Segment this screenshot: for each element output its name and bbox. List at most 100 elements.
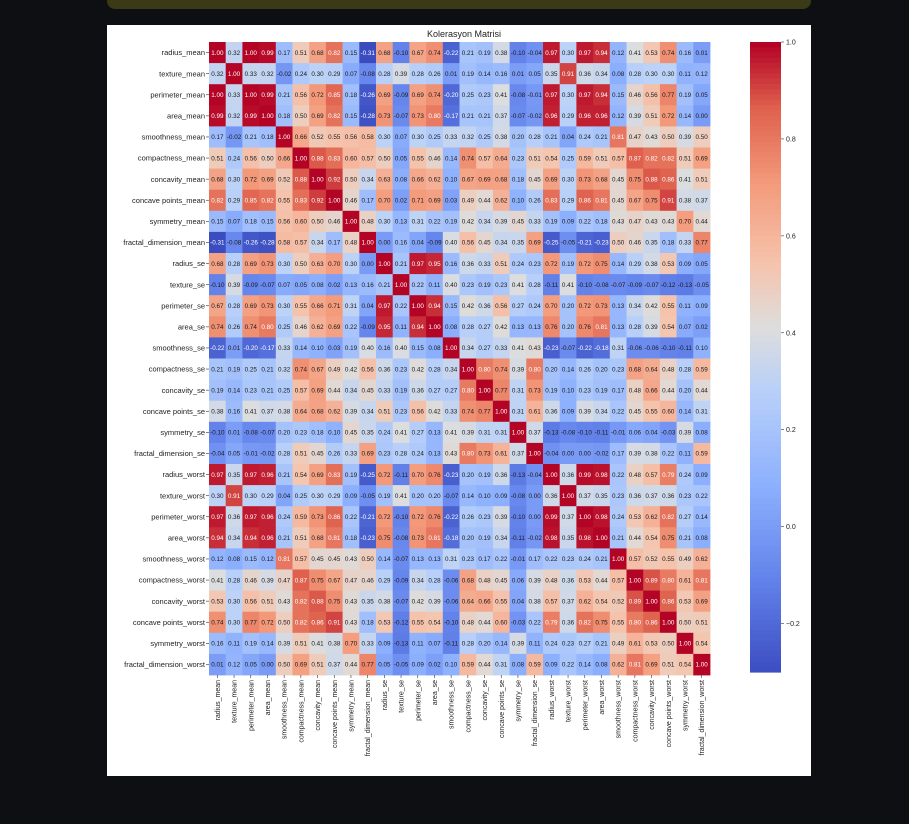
cell-value-label: 0.14	[228, 387, 241, 394]
heatmap-cell	[275, 231, 293, 254]
cell-value-label: -0.07	[644, 282, 659, 289]
heatmap-cell	[359, 400, 377, 423]
heatmap-cell	[342, 358, 360, 380]
x-tick-label: area_worst	[599, 680, 606, 715]
cell-value-label: 0.11	[412, 641, 424, 648]
y-tick-label: smoothness_se	[152, 344, 205, 353]
heatmap-cell	[376, 63, 394, 85]
cell-value-label: 0.50	[612, 240, 625, 247]
heatmap-cell	[509, 231, 527, 254]
heatmap-cell	[626, 84, 644, 106]
cell-value-label: 0.13	[345, 282, 358, 289]
heatmap-cell	[626, 316, 644, 338]
cell-value-label: 0.43	[529, 345, 542, 352]
cell-value-label: 0.23	[529, 261, 542, 268]
heatmap-cell	[409, 421, 427, 444]
cell-value-label: 0.59	[295, 514, 308, 521]
heatmap-cell	[526, 421, 544, 444]
colorbar-segment	[750, 561, 781, 568]
heatmap-cell	[609, 168, 627, 191]
heatmap-cell	[209, 548, 227, 570]
heatmap-cell	[259, 379, 277, 402]
cell-value-label: 0.35	[362, 430, 375, 437]
heatmap-cell	[259, 168, 277, 191]
cell-value-label: 0.41	[512, 282, 525, 289]
heatmap-cell	[626, 569, 644, 591]
heatmap-cell	[476, 274, 494, 296]
cell-value-label: 0.18	[595, 219, 608, 226]
heatmap-cell	[476, 569, 494, 591]
heatmap-cell	[376, 210, 394, 233]
cell-value-label: 0.20	[412, 493, 425, 500]
heatmap-cell	[292, 464, 310, 486]
y-tick-label: symmetry_se	[160, 428, 205, 437]
cell-value-label: 0.51	[595, 155, 608, 162]
heatmap-cell	[693, 210, 711, 233]
cell-value-label: 0.53	[211, 598, 224, 605]
heatmap-cell	[476, 42, 494, 64]
cell-value-label: 0.62	[612, 662, 625, 669]
cell-value-label: 0.80	[428, 113, 441, 120]
cell-value-label: 0.30	[278, 303, 291, 310]
heatmap-cell	[659, 421, 677, 444]
cell-value-label: 0.83	[545, 197, 558, 204]
cell-value-label: 0.63	[378, 176, 391, 183]
heatmap-cell	[259, 485, 277, 507]
heatmap-cell	[693, 506, 711, 528]
heatmap-cell	[409, 253, 427, 275]
cell-value-label: 0.05	[696, 261, 709, 268]
heatmap-cell	[376, 84, 394, 106]
cell-value-label: -0.06	[444, 577, 459, 584]
cell-value-label: 0.68	[311, 408, 324, 415]
cell-value-label: 0.77	[478, 408, 491, 415]
colorbar-segment	[750, 220, 781, 227]
heatmap-cell	[509, 126, 527, 148]
heatmap-cell	[342, 253, 360, 275]
heatmap-cell	[576, 210, 594, 233]
cell-value-label: 0.26	[228, 324, 241, 331]
colorbar-segment	[750, 446, 781, 453]
cell-value-label: 0.31	[612, 345, 625, 352]
heatmap-cell	[392, 42, 410, 64]
cell-value-label: 1.00	[562, 493, 575, 500]
heatmap-cell	[325, 63, 343, 85]
heatmap-cell	[476, 400, 494, 423]
cell-value-label: 0.24	[679, 472, 692, 479]
cell-value-label: 0.83	[295, 197, 308, 204]
heatmap-cell	[676, 653, 694, 676]
heatmap-cell	[292, 569, 310, 591]
heatmap-cell	[242, 506, 260, 528]
colorbar-segment	[750, 488, 781, 495]
heatmap-cell	[492, 569, 510, 591]
heatmap-cell	[209, 611, 227, 634]
heatmap-cell	[593, 274, 611, 296]
correlation-heatmap: Kolerasyon Matrisi 1.00 0.32 1.00 0.99 0.17 0…	[123, 29, 800, 756]
heatmap-cell	[376, 379, 394, 402]
cell-value-label: 0.57	[629, 556, 642, 563]
cell-value-label: 0.34	[495, 535, 508, 542]
cell-value-label: 0.45	[495, 577, 508, 584]
cell-value-label: 0.74	[462, 408, 475, 415]
heatmap-cell	[376, 295, 394, 317]
cell-value-label: 0.00	[579, 451, 592, 458]
heatmap-cell	[426, 210, 444, 233]
heatmap-cell	[526, 295, 544, 317]
cell-value-label: 0.15	[245, 556, 258, 563]
heatmap-cell	[509, 590, 527, 613]
cell-value-label: -0.05	[694, 282, 709, 289]
cell-value-label: 0.96	[261, 472, 274, 479]
cell-value-label: 0.72	[378, 472, 391, 479]
cell-value-label: 0.12	[696, 71, 709, 78]
heatmap-cell	[643, 84, 661, 106]
heatmap-cell	[459, 147, 477, 169]
heatmap-cell	[442, 189, 460, 212]
heatmap-cell	[225, 569, 243, 591]
colorbar-segment	[750, 257, 781, 264]
heatmap-cell	[242, 548, 260, 570]
cell-value-label: 0.45	[529, 176, 542, 183]
cell-value-label: 0.86	[662, 598, 675, 605]
cell-value-label: 0.67	[328, 577, 341, 584]
cell-value-label: -0.08	[511, 493, 526, 500]
cell-value-label: 0.12	[228, 662, 241, 669]
heatmap-cell	[376, 421, 394, 444]
